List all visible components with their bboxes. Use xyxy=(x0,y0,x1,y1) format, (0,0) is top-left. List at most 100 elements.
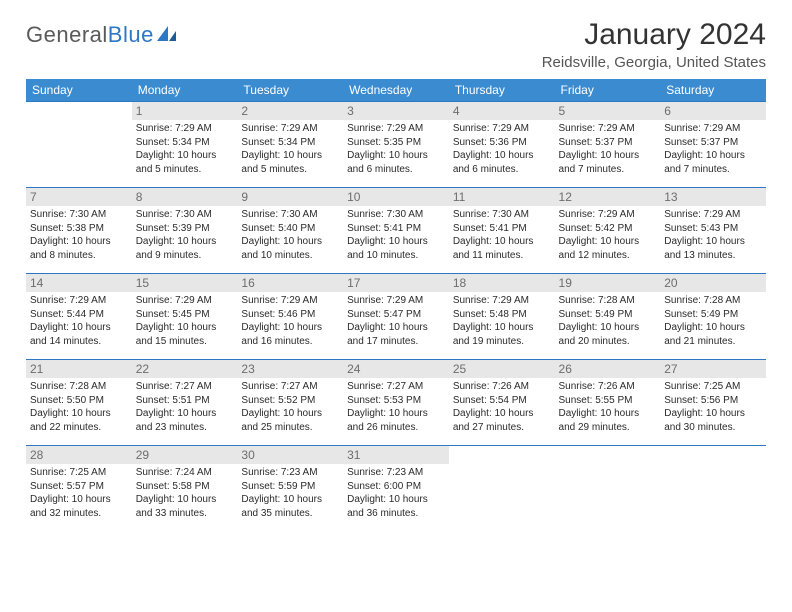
day-number: 11 xyxy=(449,188,555,206)
daylight-line: Daylight: 10 hours and 5 minutes. xyxy=(136,149,234,176)
daylight-line: Daylight: 10 hours and 20 minutes. xyxy=(559,321,657,348)
day-cell: 27Sunrise: 7:25 AMSunset: 5:56 PMDayligh… xyxy=(660,360,766,446)
sunset-line: Sunset: 5:41 PM xyxy=(347,222,445,236)
day-number: 27 xyxy=(660,360,766,378)
sunset-line: Sunset: 5:40 PM xyxy=(241,222,339,236)
daylight-line: Daylight: 10 hours and 8 minutes. xyxy=(30,235,128,262)
day-number: 21 xyxy=(26,360,132,378)
daylight-line: Daylight: 10 hours and 6 minutes. xyxy=(453,149,551,176)
day-cell: 14Sunrise: 7:29 AMSunset: 5:44 PMDayligh… xyxy=(26,274,132,360)
daylight-line: Daylight: 10 hours and 35 minutes. xyxy=(241,493,339,520)
day-cell: 1Sunrise: 7:29 AMSunset: 5:34 PMDaylight… xyxy=(132,102,238,188)
daylight-line: Daylight: 10 hours and 33 minutes. xyxy=(136,493,234,520)
day-number: 14 xyxy=(26,274,132,292)
daylight-line: Daylight: 10 hours and 32 minutes. xyxy=(30,493,128,520)
daylight-line: Daylight: 10 hours and 11 minutes. xyxy=(453,235,551,262)
day-cell: 30Sunrise: 7:23 AMSunset: 5:59 PMDayligh… xyxy=(237,446,343,532)
daylight-line: Daylight: 10 hours and 27 minutes. xyxy=(453,407,551,434)
day-cell: 2Sunrise: 7:29 AMSunset: 5:34 PMDaylight… xyxy=(237,102,343,188)
sunset-line: Sunset: 6:00 PM xyxy=(347,480,445,494)
day-number: 15 xyxy=(132,274,238,292)
empty-cell xyxy=(449,446,555,532)
calendar-row: 21Sunrise: 7:28 AMSunset: 5:50 PMDayligh… xyxy=(26,360,766,446)
sunset-line: Sunset: 5:52 PM xyxy=(241,394,339,408)
brand-logo: GeneralBlue xyxy=(26,22,178,48)
sunrise-line: Sunrise: 7:30 AM xyxy=(241,208,339,222)
daylight-line: Daylight: 10 hours and 12 minutes. xyxy=(559,235,657,262)
sunrise-line: Sunrise: 7:27 AM xyxy=(136,380,234,394)
day-cell: 25Sunrise: 7:26 AMSunset: 5:54 PMDayligh… xyxy=(449,360,555,446)
day-cell: 9 Sunrise: 7:30 AMSunset: 5:40 PMDaylight… xyxy=(237,188,343,274)
sunrise-line: Sunrise: 7:29 AM xyxy=(453,122,551,136)
day-cell: 15Sunrise: 7:29 AMSunset: 5:45 PMDayligh… xyxy=(132,274,238,360)
sunrise-line: Sunrise: 7:29 AM xyxy=(664,208,762,222)
daylight-line: Daylight: 10 hours and 26 minutes. xyxy=(347,407,445,434)
weekday-header: Thursday xyxy=(449,79,555,102)
location-label: Reidsville, Georgia, United States xyxy=(542,54,766,71)
sunset-line: Sunset: 5:53 PM xyxy=(347,394,445,408)
sunrise-line: Sunrise: 7:28 AM xyxy=(30,380,128,394)
daylight-line: Daylight: 10 hours and 22 minutes. xyxy=(30,407,128,434)
sunset-line: Sunset: 5:35 PM xyxy=(347,136,445,150)
day-cell: 28Sunrise: 7:25 AMSunset: 5:57 PMDayligh… xyxy=(26,446,132,532)
weekday-header: Saturday xyxy=(660,79,766,102)
day-number: 22 xyxy=(132,360,238,378)
day-number: 1 xyxy=(132,102,238,120)
day-number: 10 xyxy=(343,188,449,206)
day-cell: 8Sunrise: 7:30 AMSunset: 5:39 PMDaylight… xyxy=(132,188,238,274)
day-number: 25 xyxy=(449,360,555,378)
header: GeneralBlue January 2024 Reidsville, Geo… xyxy=(26,18,766,71)
sunset-line: Sunset: 5:36 PM xyxy=(453,136,551,150)
daylight-line: Daylight: 10 hours and 17 minutes. xyxy=(347,321,445,348)
daylight-line: Daylight: 10 hours and 14 minutes. xyxy=(30,321,128,348)
sunrise-line: Sunrise: 7:29 AM xyxy=(559,122,657,136)
sunrise-line: Sunrise: 7:29 AM xyxy=(559,208,657,222)
sunrise-line: Sunrise: 7:25 AM xyxy=(664,380,762,394)
day-number: 26 xyxy=(555,360,661,378)
sunset-line: Sunset: 5:38 PM xyxy=(30,222,128,236)
sunset-line: Sunset: 5:41 PM xyxy=(453,222,551,236)
sunrise-line: Sunrise: 7:23 AM xyxy=(241,466,339,480)
day-number: 9 xyxy=(237,188,343,206)
day-number: 7 xyxy=(26,188,132,206)
sunset-line: Sunset: 5:49 PM xyxy=(559,308,657,322)
daylight-line: Daylight: 10 hours and 7 minutes. xyxy=(559,149,657,176)
sunrise-line: Sunrise: 7:26 AM xyxy=(559,380,657,394)
title-block: January 2024 Reidsville, Georgia, United… xyxy=(542,18,766,71)
sunrise-line: Sunrise: 7:28 AM xyxy=(664,294,762,308)
empty-cell xyxy=(555,446,661,532)
day-cell: 11Sunrise: 7:30 AMSunset: 5:41 PMDayligh… xyxy=(449,188,555,274)
day-cell: 17Sunrise: 7:29 AMSunset: 5:47 PMDayligh… xyxy=(343,274,449,360)
daylight-line: Daylight: 10 hours and 23 minutes. xyxy=(136,407,234,434)
calendar-row: 1Sunrise: 7:29 AMSunset: 5:34 PMDaylight… xyxy=(26,102,766,188)
daylight-line: Daylight: 10 hours and 10 minutes. xyxy=(347,235,445,262)
empty-cell xyxy=(660,446,766,532)
day-number: 13 xyxy=(660,188,766,206)
day-number: 6 xyxy=(660,102,766,120)
sunrise-line: Sunrise: 7:30 AM xyxy=(30,208,128,222)
sunset-line: Sunset: 5:58 PM xyxy=(136,480,234,494)
daylight-line: Daylight: 10 hours and 7 minutes. xyxy=(664,149,762,176)
sunset-line: Sunset: 5:50 PM xyxy=(30,394,128,408)
day-cell: 23Sunrise: 7:27 AMSunset: 5:52 PMDayligh… xyxy=(237,360,343,446)
sunset-line: Sunset: 5:42 PM xyxy=(559,222,657,236)
calendar-row: 14Sunrise: 7:29 AMSunset: 5:44 PMDayligh… xyxy=(26,274,766,360)
day-cell: 4Sunrise: 7:29 AMSunset: 5:36 PMDaylight… xyxy=(449,102,555,188)
day-number: 18 xyxy=(449,274,555,292)
day-cell: 29Sunrise: 7:24 AMSunset: 5:58 PMDayligh… xyxy=(132,446,238,532)
daylight-line: Daylight: 10 hours and 10 minutes. xyxy=(241,235,339,262)
sunset-line: Sunset: 5:54 PM xyxy=(453,394,551,408)
daylight-line: Daylight: 10 hours and 36 minutes. xyxy=(347,493,445,520)
day-number: 31 xyxy=(343,446,449,464)
weekday-header: Tuesday xyxy=(237,79,343,102)
day-number: 30 xyxy=(237,446,343,464)
daylight-line: Daylight: 10 hours and 25 minutes. xyxy=(241,407,339,434)
brand-text: GeneralBlue xyxy=(26,22,154,48)
day-cell: 22Sunrise: 7:27 AMSunset: 5:51 PMDayligh… xyxy=(132,360,238,446)
daylight-line: Daylight: 10 hours and 5 minutes. xyxy=(241,149,339,176)
sunset-line: Sunset: 5:34 PM xyxy=(136,136,234,150)
daylight-line: Daylight: 10 hours and 29 minutes. xyxy=(559,407,657,434)
weekday-header: Wednesday xyxy=(343,79,449,102)
sunrise-line: Sunrise: 7:29 AM xyxy=(453,294,551,308)
day-cell: 24Sunrise: 7:27 AMSunset: 5:53 PMDayligh… xyxy=(343,360,449,446)
